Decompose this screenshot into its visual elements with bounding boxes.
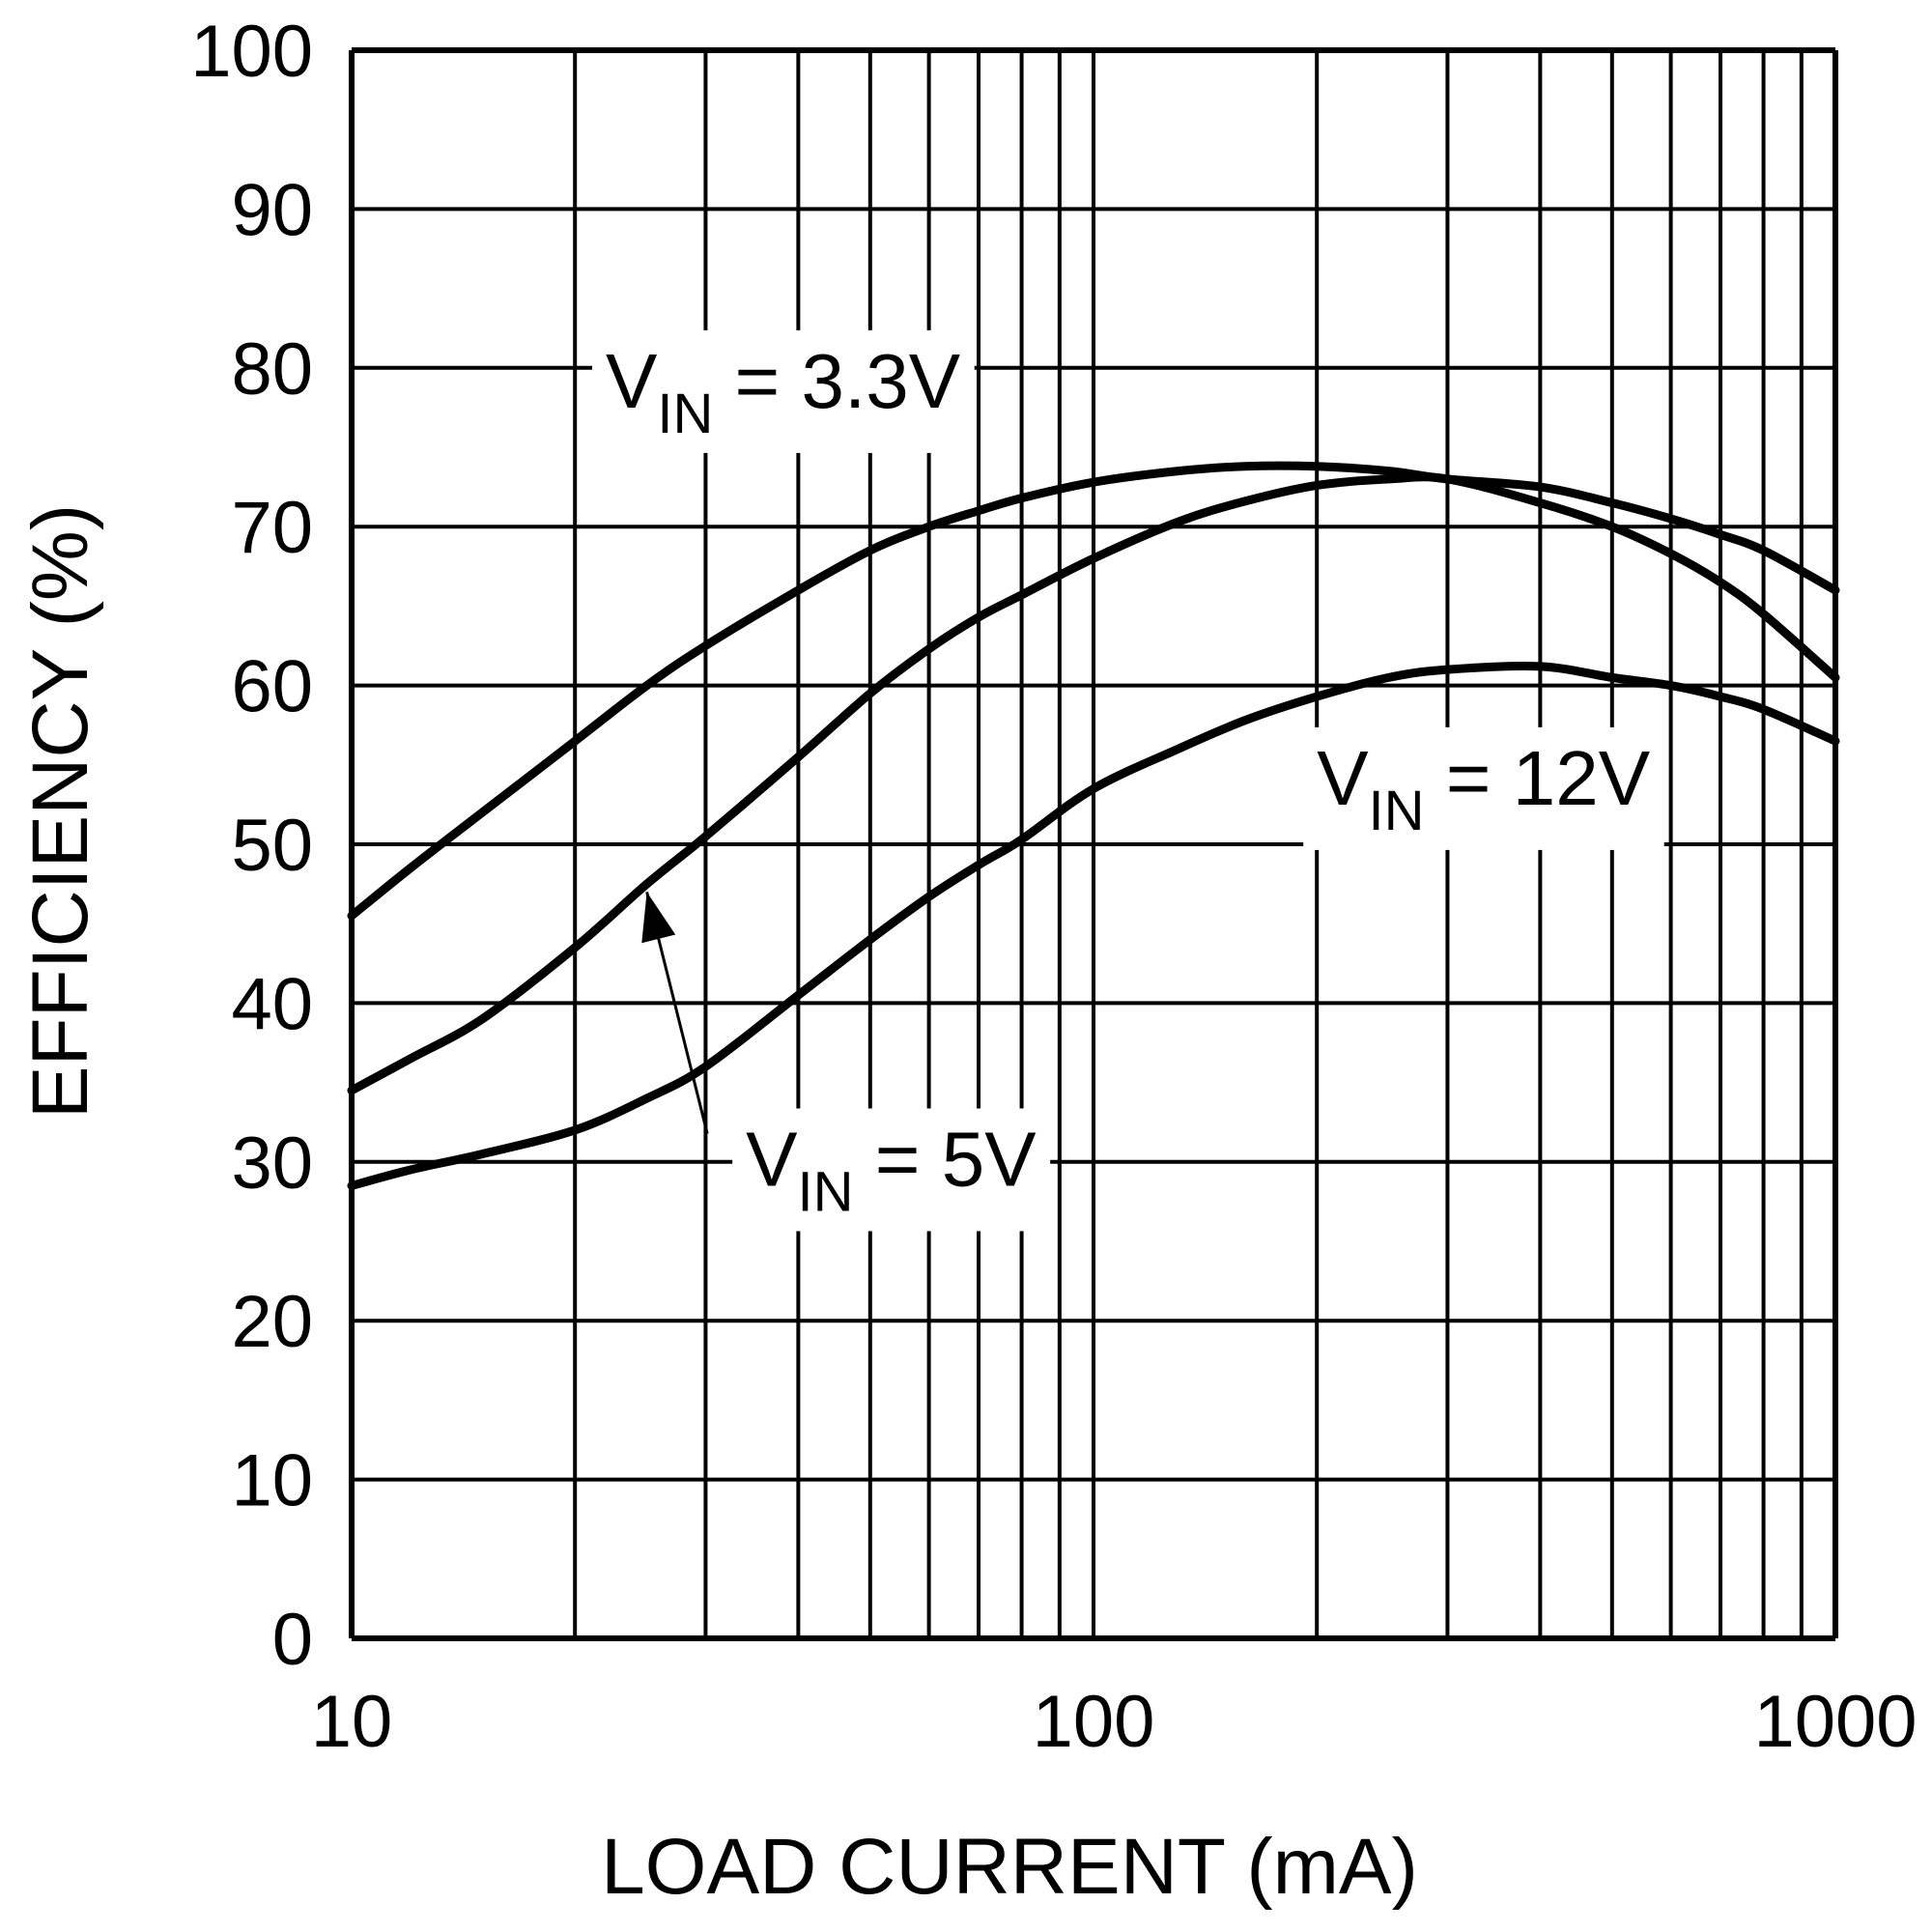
arrow-head xyxy=(641,892,676,944)
x-tick-label: 1000 xyxy=(1753,1681,1917,1763)
y-tick-label: 80 xyxy=(231,328,313,411)
y-tick-label: 90 xyxy=(231,169,313,251)
annotations: VIN = 3.3V VIN = 5V VIN = 12V xyxy=(591,329,1664,1232)
y-axis-title: EFFICIENCY (%) xyxy=(16,504,104,1119)
y-tick-label: 0 xyxy=(272,1599,313,1681)
series-line-1 xyxy=(347,461,1840,921)
x-tick-label: 10 xyxy=(311,1681,393,1763)
y-tick-label: 50 xyxy=(231,805,313,887)
y-tick-label: 40 xyxy=(231,963,313,1045)
y-tick-label: 10 xyxy=(231,1440,313,1522)
y-tick-label: 20 xyxy=(231,1281,313,1363)
y-tick-label: 60 xyxy=(231,646,313,728)
y-tick-label: 100 xyxy=(190,11,313,93)
x-axis-title: LOAD CURRENT (mA) xyxy=(601,1823,1418,1911)
label-background xyxy=(591,329,975,453)
y-tick-label: 70 xyxy=(231,487,313,569)
series-label-3: VIN = 12V xyxy=(1317,735,1651,842)
series-line-2 xyxy=(347,472,1840,1095)
series-label-1: VIN = 3.3V xyxy=(606,338,961,445)
label-background xyxy=(732,1108,1051,1232)
x-tick-label: 100 xyxy=(1033,1681,1155,1763)
y-tick-label: 30 xyxy=(231,1122,313,1205)
series-label-2: VIN = 5V xyxy=(746,1116,1037,1223)
label-background xyxy=(1303,726,1664,850)
series-line-3 xyxy=(347,662,1840,1190)
series-lines xyxy=(347,461,1840,1190)
